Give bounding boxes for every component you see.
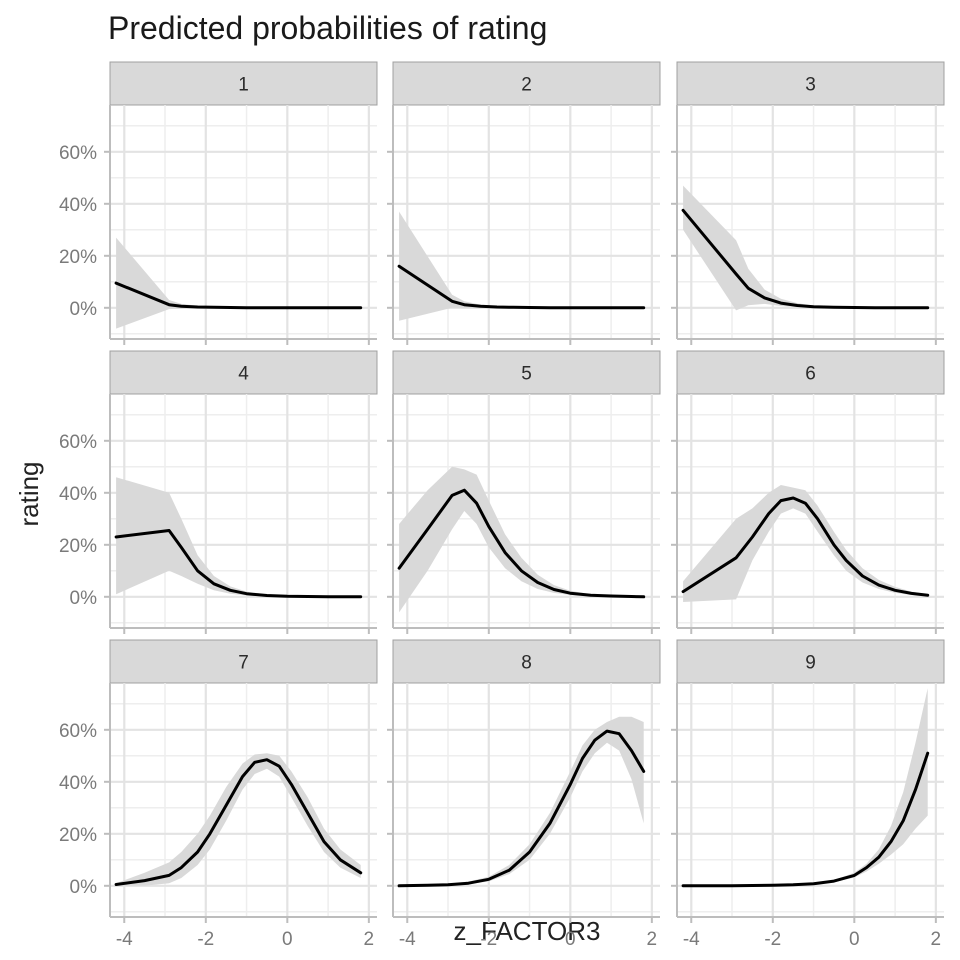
predicted-line <box>681 751 930 888</box>
y-tick-label: 40% <box>59 773 97 794</box>
predicted-line <box>681 208 930 310</box>
predicted-line <box>397 729 646 888</box>
predicted-line <box>114 281 363 310</box>
x-tick-label: 0 <box>282 929 293 950</box>
y-tick-label: 0% <box>70 877 98 898</box>
facet-strip-label: 9 <box>805 653 816 674</box>
y-tick-label: 40% <box>59 484 97 505</box>
x-tick-label: 0 <box>849 929 860 950</box>
confidence-ribbon <box>683 485 928 602</box>
y-tick-label: 60% <box>59 143 97 164</box>
facet-strip <box>676 61 945 106</box>
y-tick-label: 40% <box>59 195 97 216</box>
x-tick-label: -4 <box>116 929 133 950</box>
confidence-ribbon <box>683 688 928 886</box>
x-tick-label: 0 <box>565 929 576 950</box>
facet-strip-label: 6 <box>805 364 816 385</box>
facet-panel-2: 2-4-202 <box>387 61 661 372</box>
facet-strip-label: 1 <box>238 75 249 96</box>
y-tick-label: 0% <box>70 588 98 609</box>
facet-strip <box>676 350 945 395</box>
facet-panel-3: 3-4-202 <box>671 61 945 372</box>
y-tick-label: 20% <box>59 825 97 846</box>
x-tick-label: 2 <box>647 929 658 950</box>
facet-strip <box>392 61 661 106</box>
predicted-line <box>397 264 646 310</box>
facet-panel-9: 9 -4 -2 0 2 <box>671 639 945 950</box>
confidence-ribbon <box>399 466 644 613</box>
x-tick-label: -2 <box>197 929 214 950</box>
confidence-ribbon <box>116 477 361 597</box>
facet-panel-6: 6-4-202 <box>671 350 945 661</box>
x-tick-label: 2 <box>364 929 375 950</box>
facet-strip <box>109 639 378 684</box>
confidence-ribbon <box>116 237 361 329</box>
facet-strip-label: 7 <box>238 653 249 674</box>
confidence-ribbon <box>399 211 644 321</box>
facet-strip-label: 3 <box>805 75 816 96</box>
x-tick-label: -4 <box>399 929 416 950</box>
x-axis-title: z_FACTOR3 <box>454 916 601 946</box>
facet-strip-label: 5 <box>521 364 532 385</box>
y-axis-title: rating <box>14 461 44 526</box>
facet-strip <box>109 61 378 106</box>
predicted-line <box>397 488 646 599</box>
facet-panel-8: 8 -4 -2 0 2 <box>387 639 661 950</box>
x-tick-label: -4 <box>683 929 700 950</box>
facet-strip <box>676 639 945 684</box>
predicted-line <box>114 529 363 599</box>
chart-title: Predicted probabilities of rating <box>108 10 547 46</box>
x-tick-label: -2 <box>764 929 781 950</box>
predicted-line <box>681 496 930 597</box>
facet-panel-7: 7-4 -2 0 20%20%40%60% <box>59 639 378 950</box>
y-tick-label: 60% <box>59 432 97 453</box>
y-tick-label: 60% <box>59 721 97 742</box>
confidence-ribbon <box>683 185 928 311</box>
x-tick-label: 2 <box>931 929 942 950</box>
facet-strip <box>392 639 661 684</box>
facet-strip-label: 4 <box>238 364 249 385</box>
x-tick-label: -2 <box>480 929 497 950</box>
panels-layer: 1-4-2020%20%40%60%2-4-2023-4-2024-4-2020… <box>59 61 945 950</box>
facet-strip <box>392 350 661 395</box>
confidence-ribbon <box>116 753 361 886</box>
facet-strip-label: 8 <box>521 653 532 674</box>
facet-panel-5: 5-4-202 <box>387 350 661 661</box>
facet-strip <box>109 350 378 395</box>
y-tick-label: 20% <box>59 536 97 557</box>
y-tick-label: 0% <box>70 299 98 320</box>
facet-strip-label: 2 <box>521 75 532 96</box>
predicted-line <box>114 758 363 886</box>
y-tick-label: 20% <box>59 247 97 268</box>
